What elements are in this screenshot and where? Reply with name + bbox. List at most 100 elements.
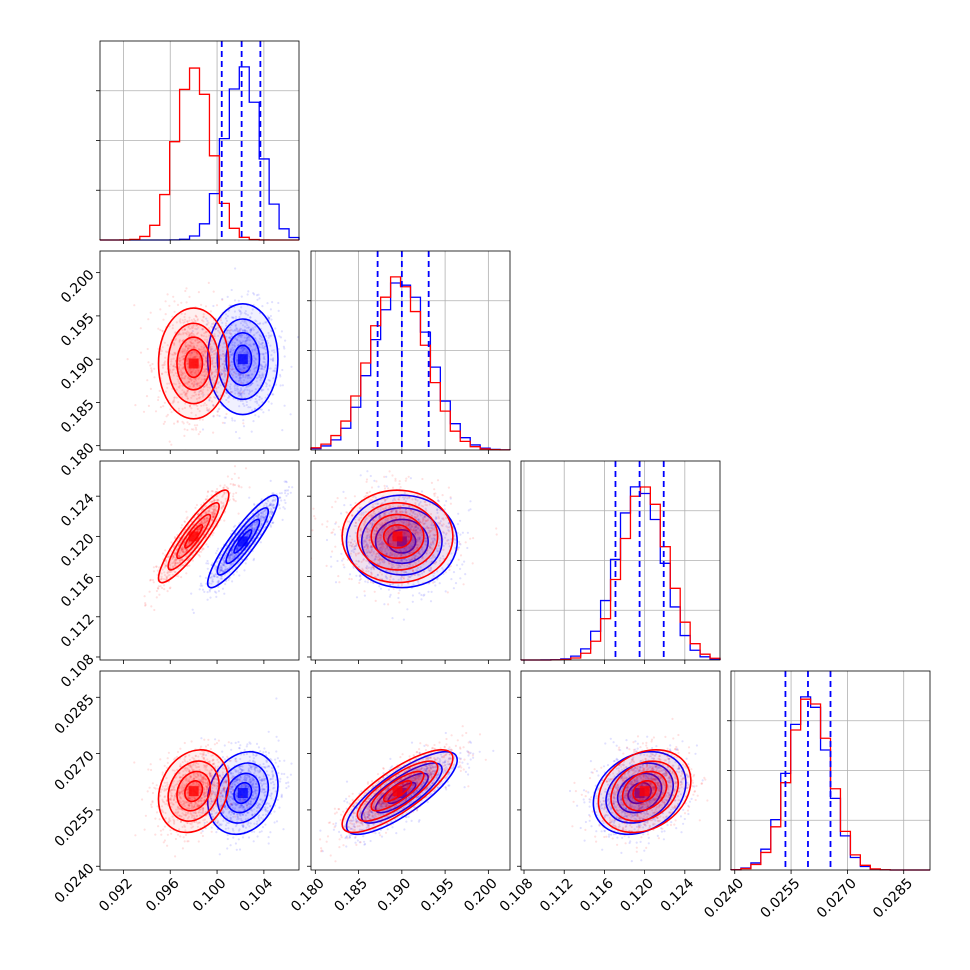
scatter-point bbox=[183, 328, 186, 331]
scatter-point bbox=[414, 513, 417, 516]
scatter-point bbox=[214, 565, 217, 568]
scatter-point bbox=[250, 328, 253, 331]
scatter-point bbox=[420, 548, 424, 551]
scatter-point bbox=[209, 349, 212, 352]
scatter-point bbox=[184, 312, 187, 316]
scatter-point bbox=[357, 565, 360, 568]
scatter-point bbox=[188, 334, 191, 337]
scatter-point bbox=[226, 295, 229, 298]
scatter-point bbox=[192, 383, 195, 386]
scatter-point bbox=[269, 502, 272, 505]
scatter-point bbox=[260, 365, 263, 368]
scatter-point bbox=[399, 565, 402, 568]
scatter-point bbox=[364, 580, 367, 583]
scatter-point bbox=[259, 334, 262, 337]
scatter-point bbox=[237, 335, 240, 338]
scatter-point bbox=[223, 372, 226, 375]
scatter-point bbox=[443, 508, 446, 511]
scatter-point bbox=[254, 397, 257, 401]
scatter-point bbox=[249, 390, 252, 393]
scatter-point bbox=[184, 393, 187, 396]
scatter-point bbox=[196, 331, 200, 334]
scatter-point bbox=[270, 511, 274, 514]
scatter-point bbox=[253, 407, 256, 410]
scatter-point bbox=[235, 372, 238, 375]
scatter-point bbox=[230, 354, 233, 357]
scatter-point bbox=[186, 428, 189, 432]
scatter-point bbox=[198, 410, 201, 413]
scatter-point bbox=[219, 569, 223, 572]
scatter-point bbox=[169, 586, 172, 589]
scatter-point bbox=[145, 395, 149, 398]
scatter-point bbox=[192, 611, 195, 615]
scatter-point bbox=[495, 527, 498, 530]
scatter-point bbox=[437, 521, 440, 525]
scatter-point bbox=[159, 328, 162, 332]
scatter-point bbox=[216, 576, 219, 579]
scatter-point bbox=[213, 511, 216, 514]
scatter-point bbox=[251, 527, 254, 530]
scatter-point bbox=[231, 316, 234, 319]
scatter-point bbox=[177, 567, 180, 570]
scatter-point bbox=[153, 608, 156, 612]
scatter-point bbox=[240, 393, 243, 396]
scatter-point bbox=[379, 546, 383, 549]
scatter-point bbox=[284, 492, 287, 495]
scatter-point bbox=[432, 542, 435, 545]
scatter-point bbox=[237, 388, 240, 391]
scatter-point bbox=[419, 540, 422, 544]
scatter-point bbox=[228, 385, 231, 388]
scatter-point bbox=[254, 358, 257, 361]
scatter-point bbox=[244, 340, 247, 343]
scatter-point bbox=[203, 521, 207, 524]
scatter-point bbox=[243, 367, 246, 370]
scatter-point bbox=[266, 520, 269, 524]
scatter-point bbox=[194, 320, 197, 323]
scatter-point bbox=[223, 374, 227, 377]
scatter-point bbox=[177, 362, 180, 366]
scatter-point bbox=[271, 301, 274, 304]
scatter-point bbox=[196, 528, 199, 531]
scatter-point bbox=[147, 361, 150, 364]
scatter-point bbox=[283, 489, 287, 492]
scatter-point bbox=[410, 574, 413, 577]
scatter-point bbox=[260, 338, 263, 342]
scatter-point bbox=[260, 374, 263, 377]
scatter-point bbox=[254, 337, 257, 340]
scatter-point bbox=[218, 375, 221, 378]
scatter-point bbox=[388, 470, 391, 473]
scatter-point bbox=[162, 577, 165, 581]
scatter-point bbox=[242, 419, 245, 422]
scatter-point bbox=[216, 356, 219, 359]
scatter-point bbox=[256, 322, 259, 325]
scatter-point bbox=[257, 516, 260, 519]
scatter-point bbox=[196, 384, 199, 387]
scatter-point bbox=[178, 359, 181, 362]
scatter-point bbox=[235, 570, 238, 573]
scatter-point bbox=[269, 525, 273, 528]
scatter-point bbox=[280, 499, 283, 502]
scatter-point bbox=[238, 437, 241, 440]
scatter-point bbox=[187, 542, 190, 545]
scatter-point bbox=[248, 362, 251, 365]
scatter-point bbox=[215, 518, 218, 521]
scatter-point bbox=[243, 328, 246, 331]
scatter-point bbox=[419, 566, 422, 569]
panel-content bbox=[143, 465, 294, 615]
scatter-point bbox=[238, 315, 241, 319]
scatter-point bbox=[211, 580, 215, 583]
scatter-point bbox=[177, 385, 180, 389]
scatter-point bbox=[171, 557, 174, 561]
scatter-point bbox=[198, 365, 201, 368]
scatter-point bbox=[256, 351, 259, 355]
scatter-point bbox=[247, 355, 250, 358]
scatter-point bbox=[208, 327, 211, 330]
scatter-point bbox=[191, 524, 194, 527]
scatter-point bbox=[221, 298, 224, 301]
scatter-point bbox=[398, 515, 402, 518]
scatter-point bbox=[224, 345, 227, 349]
scatter-point bbox=[229, 482, 232, 486]
scatter-point bbox=[269, 479, 272, 482]
scatter-point bbox=[279, 384, 282, 387]
scatter-point bbox=[203, 385, 206, 388]
